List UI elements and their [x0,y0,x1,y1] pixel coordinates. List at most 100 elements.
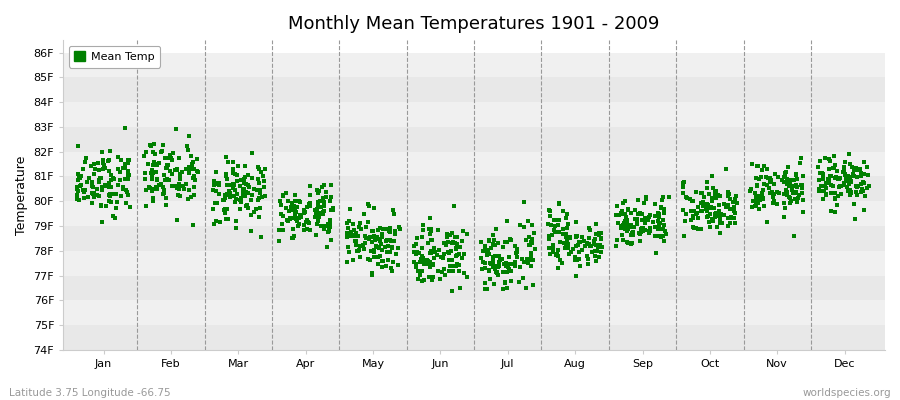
Point [794,182,808,188]
Point [316,208,330,215]
Point [422,260,436,266]
Point [651,226,665,232]
Point [441,249,455,256]
Point [184,164,199,170]
Point [92,193,106,199]
Point [320,244,334,250]
Point [433,276,447,282]
Point [701,202,716,208]
Point [814,158,828,164]
Point [289,209,303,216]
Point [208,180,222,186]
Point [173,176,187,182]
Point [842,151,856,157]
Point [723,206,737,212]
Point [187,192,202,198]
Point [580,260,595,267]
Point [102,168,116,174]
Point [562,234,577,240]
Point [789,172,804,178]
Point [322,217,337,223]
Point [165,171,179,177]
Point [688,189,703,195]
Point [292,198,306,205]
Point [824,208,838,214]
Point [715,220,729,226]
Point [219,172,233,179]
Point [317,208,331,214]
Point [114,157,129,164]
Point [787,233,801,239]
Point [149,184,164,191]
Point [365,272,380,278]
Point [486,254,500,260]
Point [426,262,440,268]
Point [216,196,230,203]
Point [238,176,252,183]
Point [322,198,337,205]
Point [103,190,117,197]
Point [252,213,266,220]
Point [190,156,204,162]
Point [658,227,672,234]
Point [657,210,671,216]
Point [228,199,242,205]
Point [834,190,849,197]
Point [407,243,421,249]
Point [454,255,469,262]
Point [87,161,102,168]
Point [161,177,176,183]
Point [102,191,116,198]
Point [282,208,296,214]
Point [240,181,255,188]
Point [449,244,464,251]
Point [751,182,765,189]
Point [780,190,795,196]
Point [460,230,474,237]
Point [795,190,809,196]
Point [76,194,91,201]
Point [486,232,500,238]
Point [620,206,634,213]
Point [837,171,851,178]
Point [766,194,780,200]
Point [326,204,340,211]
Point [181,147,195,153]
Point [777,214,791,220]
Bar [63,102,885,127]
Point [241,172,256,178]
Point [359,224,374,230]
Point [252,166,266,172]
Point [487,281,501,287]
Point [713,214,727,220]
Point [749,193,763,199]
Point [104,177,119,183]
Point [524,253,538,260]
Bar [63,226,885,251]
Point [385,268,400,274]
Point [86,191,101,197]
Point [519,256,534,262]
Point [362,236,376,242]
Point [122,157,137,164]
Point [505,261,519,268]
Point [778,174,792,180]
Point [698,206,713,212]
Point [649,250,663,256]
Point [319,194,333,200]
Point [496,269,510,276]
Point [258,166,273,172]
Point [846,171,860,177]
Point [509,249,524,256]
Point [751,200,765,206]
Point [353,220,367,226]
Point [569,273,583,280]
Point [446,239,460,245]
Point [274,221,289,227]
Point [70,188,85,194]
Point [847,173,861,179]
Point [86,189,100,196]
Point [412,250,427,256]
Point [689,210,704,217]
Point [475,266,490,272]
